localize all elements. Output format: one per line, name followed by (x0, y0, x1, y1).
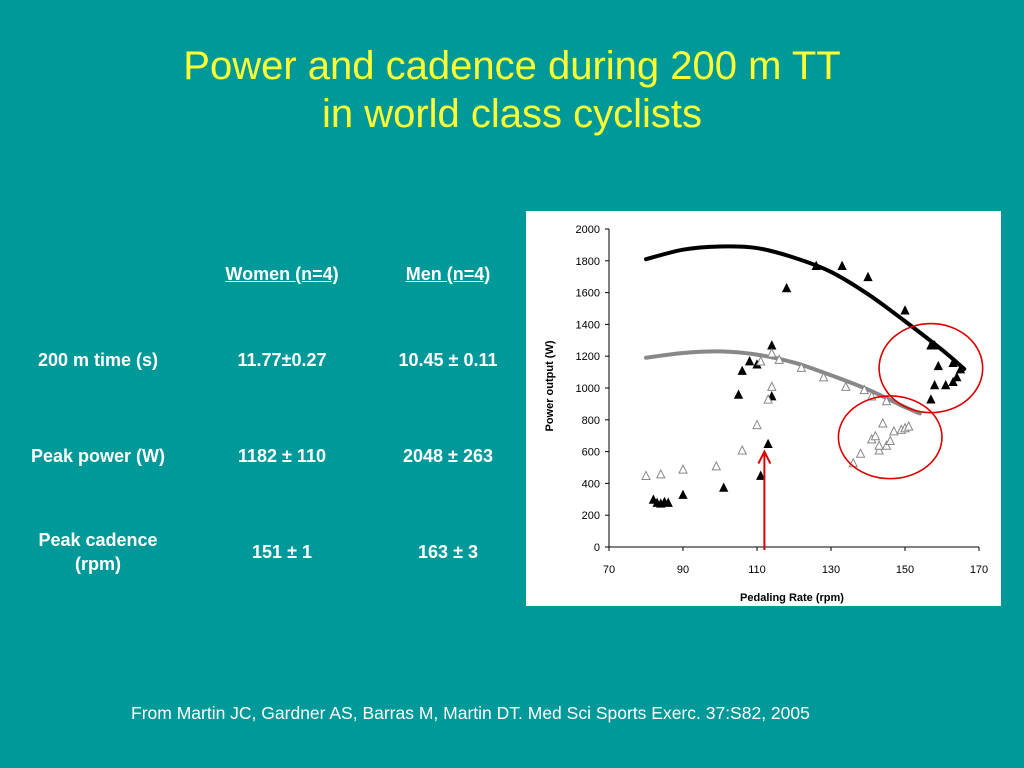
axes: 0 200 400 600 800 1000 1200 1400 1600 1800 2000 70 9… (576, 224, 989, 576)
data-point-filled (663, 497, 673, 507)
data-point-filled (948, 357, 958, 367)
data-point-filled (737, 365, 747, 375)
data-point-filled (744, 356, 755, 366)
data-point-filled (863, 271, 873, 282)
slide-title: Power and cadence during 200 m TT in wor… (0, 42, 1024, 138)
data-point-filled (929, 340, 940, 350)
data-point-open (752, 419, 762, 430)
y-tick-label: 1400 (576, 319, 600, 331)
data-point-open (903, 421, 914, 431)
data-point-open (855, 448, 866, 458)
cell-men-power: 2048 ± 263 (403, 446, 493, 466)
cell-men-cadence: 163 ± 3 (418, 542, 478, 562)
power-cadence-chart: 0 200 400 600 800 1000 1200 1400 1600 1800 2000 70 9… (526, 211, 1001, 606)
data-point-open (711, 460, 722, 471)
data-point-filled (756, 470, 766, 480)
x-tick-label: 150 (896, 564, 914, 576)
cell-men-time: 10.45 ± 0.11 (398, 350, 498, 370)
data-point-filled (900, 305, 910, 315)
data-point-open (766, 347, 777, 358)
cell-women-time: 11.77±0.27 (237, 350, 327, 370)
y-tick-label: 400 (582, 478, 600, 490)
y-tick-label: 800 (582, 415, 600, 427)
x-tick-label: 130 (822, 564, 840, 576)
data-point-open (763, 394, 773, 404)
data-point-filled (933, 360, 943, 371)
data-point-open (870, 430, 881, 441)
data-point-filled (837, 260, 847, 270)
y-tick-label: 1000 (576, 383, 600, 395)
fit-curve-1 (644, 244, 967, 371)
data-point-filled (811, 260, 821, 270)
cell-women-power: 1182 ± 110 (238, 446, 326, 466)
data-point-open (818, 371, 829, 382)
x-tick-label: 110 (748, 564, 766, 576)
y-tick-label: 1600 (576, 288, 600, 300)
data-point-filled (948, 376, 958, 387)
highlight-ellipse (837, 395, 943, 480)
data-point-open (655, 468, 666, 479)
annotations (757, 322, 984, 550)
y-tick-label: 2000 (576, 224, 600, 236)
data-point-open (881, 395, 892, 406)
y-tick-label: 1800 (576, 256, 600, 268)
data-point-open (774, 354, 785, 364)
y-tick-label: 200 (582, 510, 600, 522)
data-point-open (737, 444, 748, 455)
slide-title-line2: in world class cyclists (321, 92, 703, 136)
data-point-filled (929, 379, 940, 390)
data-point-filled (678, 489, 688, 499)
fit-curves (644, 244, 967, 416)
x-axis-label: Pedaling Rate (rpm) (740, 592, 844, 604)
data-point-filled (767, 340, 777, 350)
citation: From Martin JC, Gardner AS, Barras M, Ma… (131, 703, 810, 723)
data-point-open (881, 440, 892, 450)
row-label-cadence-line2: (rpm) (75, 554, 121, 574)
data-point-filled (781, 282, 792, 293)
y-tick-label: 0 (594, 542, 600, 554)
data-point-filled (941, 379, 951, 390)
x-tick-label: 170 (970, 564, 988, 576)
data-point-open (874, 444, 884, 455)
data-point-filled (926, 394, 936, 404)
data-point-open (641, 470, 651, 480)
data-point-open (889, 425, 899, 436)
data-point-filled (733, 389, 744, 399)
row-label-time: 200 m time (s) (37, 350, 159, 370)
data-point-filled (955, 364, 966, 374)
row-label-power: Peak power (W) (30, 446, 166, 466)
data-point-open (877, 417, 888, 428)
fit-curve-2 (644, 349, 922, 416)
data-point-open (874, 440, 884, 450)
row-label-cadence: Peak cadence (rpm) (0, 528, 196, 576)
cell-women-cadence: 151 ± 1 (252, 542, 312, 562)
y-axis-label: Power output (W) (544, 340, 556, 431)
data-point-filled (952, 371, 962, 382)
data-point-open (859, 384, 870, 395)
slide-title-line1: Power and cadence during 200 m TT (183, 44, 841, 88)
arrow-head (757, 449, 772, 465)
data-point-open (796, 362, 807, 372)
row-label-cadence-line1: Peak cadence (38, 530, 158, 550)
data-point-filled (719, 482, 729, 492)
chart-canvas: 0 200 400 600 800 1000 1200 1400 1600 1800 2000 70 9… (544, 224, 989, 604)
data-point-open (766, 381, 777, 391)
data-point-open (678, 463, 688, 474)
y-tick-label: 600 (582, 447, 600, 459)
y-tick-label: 1200 (576, 351, 600, 363)
data-point-open (755, 355, 766, 366)
data-point-open (840, 381, 851, 391)
column-header-women: Women (n=4) (225, 264, 339, 284)
x-tick-label: 90 (677, 564, 689, 576)
data-point-filled (763, 438, 773, 449)
data-points (641, 260, 966, 508)
data-point-open (885, 435, 896, 445)
column-header-men: Men (n=4) (405, 264, 491, 284)
x-tick-label: 70 (603, 564, 615, 576)
